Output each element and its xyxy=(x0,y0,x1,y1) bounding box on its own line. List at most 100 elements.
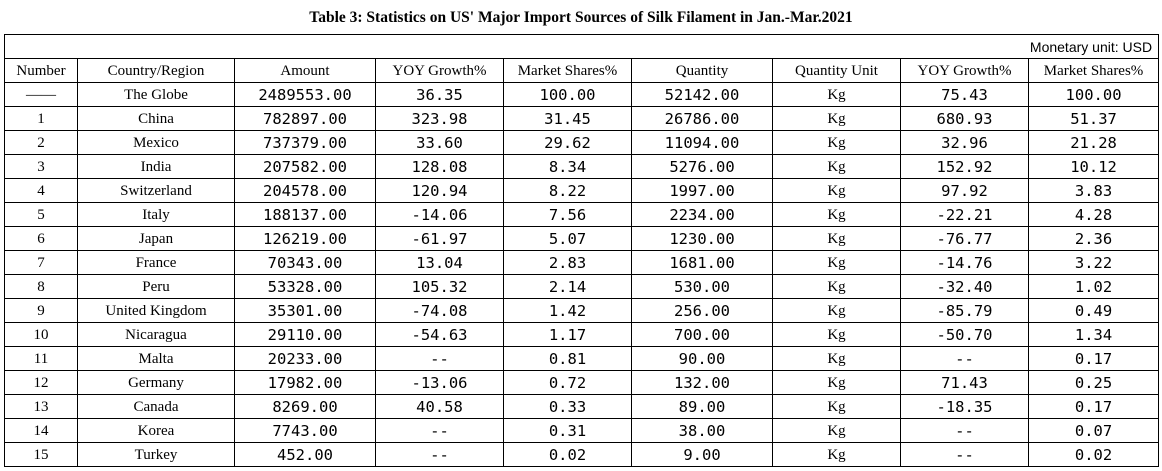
amount-yoy-cell: 40.58 xyxy=(375,394,504,419)
unit-cell: Kg xyxy=(772,106,901,131)
unit-cell: Kg xyxy=(772,346,901,371)
number-cell: 9 xyxy=(4,298,78,323)
amount-share-cell: 8.22 xyxy=(503,178,632,203)
quantity-cell: 530.00 xyxy=(631,274,773,299)
number-cell: 5 xyxy=(4,202,78,227)
amount-share-cell: 100.00 xyxy=(503,82,632,107)
quantity-share-cell: 0.17 xyxy=(1027,394,1160,419)
amount-share-cell: 1.42 xyxy=(503,298,632,323)
quantity-cell: 52142.00 xyxy=(631,82,773,107)
country-cell: Japan xyxy=(77,226,235,251)
amount-yoy-cell: 105.32 xyxy=(375,274,504,299)
quantity-share-cell: 2.36 xyxy=(1027,226,1160,251)
number-cell: 15 xyxy=(4,442,78,467)
amount-yoy-cell: -74.08 xyxy=(375,298,504,323)
table-row: 9 United Kingdom 35301.00 -74.08 1.42 256.00 K… xyxy=(4,298,1160,323)
quantity-yoy-cell: -22.21 xyxy=(900,202,1029,227)
number-cell: 12 xyxy=(4,370,78,395)
number-cell: 8 xyxy=(4,274,78,299)
amount-cell: 53328.00 xyxy=(234,274,376,299)
quantity-yoy-cell: -76.77 xyxy=(900,226,1029,251)
unit-cell: Kg xyxy=(772,202,901,227)
country-cell: Switzerland xyxy=(77,178,235,203)
number-cell: 6 xyxy=(4,226,78,251)
amount-share-cell: 7.56 xyxy=(503,202,632,227)
table-row: 7 France 70343.00 13.04 2.83 1681.00 Kg -14.76 3… xyxy=(4,250,1160,275)
amount-cell: 20233.00 xyxy=(234,346,376,371)
country-cell: Korea xyxy=(77,418,235,443)
quantity-yoy-cell: -14.76 xyxy=(900,250,1029,275)
quantity-cell: 9.00 xyxy=(631,442,773,467)
amount-cell: 126219.00 xyxy=(234,226,376,251)
quantity-yoy-cell: 680.93 xyxy=(900,106,1029,131)
amount-share-cell: 0.33 xyxy=(503,394,632,419)
table-row: 1 China 782897.00 323.98 31.45 26786.00 Kg 680.… xyxy=(4,106,1160,131)
quantity-share-cell: 0.17 xyxy=(1027,346,1160,371)
unit-cell: Kg xyxy=(772,178,901,203)
table-row: 10 Nicaragua 29110.00 -54.63 1.17 700.00 Kg -50… xyxy=(4,322,1160,347)
quantity-share-cell: 0.07 xyxy=(1027,418,1160,443)
amount-cell: 204578.00 xyxy=(234,178,376,203)
quantity-cell: 1997.00 xyxy=(631,178,773,203)
amount-yoy-cell: -- xyxy=(375,346,504,371)
quantity-cell: 700.00 xyxy=(631,322,773,347)
amount-yoy-cell: -- xyxy=(375,418,504,443)
number-cell: 4 xyxy=(4,178,78,203)
header-amount-market-shares: Market Shares% xyxy=(503,58,632,83)
amount-yoy-cell: -14.06 xyxy=(375,202,504,227)
table-row: 4 Switzerland 204578.00 120.94 8.22 1997.00 Kg… xyxy=(4,178,1160,203)
quantity-share-cell: 4.28 xyxy=(1027,202,1160,227)
table-row: 5 Italy 188137.00 -14.06 7.56 2234.00 Kg -22.21… xyxy=(4,202,1160,227)
table-row: 15 Turkey 452.00 -- 0.02 9.00 Kg -- 0.02 xyxy=(4,442,1160,467)
unit-cell: Kg xyxy=(772,154,901,179)
quantity-share-cell: 3.83 xyxy=(1027,178,1160,203)
amount-yoy-cell: -13.06 xyxy=(375,370,504,395)
country-cell: The Globe xyxy=(77,82,235,107)
amount-cell: 7743.00 xyxy=(234,418,376,443)
amount-share-cell: 0.31 xyxy=(503,418,632,443)
quantity-cell: 5276.00 xyxy=(631,154,773,179)
quantity-share-cell: 51.37 xyxy=(1027,106,1160,131)
amount-cell: 70343.00 xyxy=(234,250,376,275)
unit-cell: Kg xyxy=(772,274,901,299)
amount-share-cell: 2.14 xyxy=(503,274,632,299)
quantity-share-cell: 1.34 xyxy=(1027,322,1160,347)
amount-cell: 737379.00 xyxy=(234,130,376,155)
quantity-cell: 89.00 xyxy=(631,394,773,419)
number-cell: 2 xyxy=(4,130,78,155)
number-cell: 13 xyxy=(4,394,78,419)
amount-cell: 2489553.00 xyxy=(234,82,376,107)
amount-cell: 35301.00 xyxy=(234,298,376,323)
amount-share-cell: 1.17 xyxy=(503,322,632,347)
quantity-yoy-cell: -18.35 xyxy=(900,394,1029,419)
unit-cell: Kg xyxy=(772,298,901,323)
quantity-cell: 1681.00 xyxy=(631,250,773,275)
quantity-yoy-cell: 75.43 xyxy=(900,82,1029,107)
quantity-yoy-cell: -32.40 xyxy=(900,274,1029,299)
quantity-share-cell: 10.12 xyxy=(1027,154,1160,179)
unit-cell: Kg xyxy=(772,442,901,467)
table-row: 3 India 207582.00 128.08 8.34 5276.00 Kg 152.92… xyxy=(4,154,1160,179)
quantity-cell: 132.00 xyxy=(631,370,773,395)
import-statistics-table: Monetary unit: USD Number Country/Region… xyxy=(3,34,1160,467)
quantity-yoy-cell: -50.70 xyxy=(900,322,1029,347)
amount-yoy-cell: 13.04 xyxy=(375,250,504,275)
header-quantity-unit: Quantity Unit xyxy=(772,58,901,83)
header-quantity-market-shares: Market Shares% xyxy=(1027,58,1160,83)
unit-cell: Kg xyxy=(772,370,901,395)
amount-cell: 782897.00 xyxy=(234,106,376,131)
number-cell: 3 xyxy=(4,154,78,179)
amount-yoy-cell: 33.60 xyxy=(375,130,504,155)
quantity-yoy-cell: 97.92 xyxy=(900,178,1029,203)
amount-yoy-cell: -54.63 xyxy=(375,322,504,347)
header-number: Number xyxy=(4,58,78,83)
unit-cell: Kg xyxy=(772,394,901,419)
country-cell: Peru xyxy=(77,274,235,299)
unit-row: Monetary unit: USD xyxy=(3,34,1160,59)
amount-cell: 17982.00 xyxy=(234,370,376,395)
amount-yoy-cell: 323.98 xyxy=(375,106,504,131)
country-cell: Germany xyxy=(77,370,235,395)
quantity-share-cell: 3.22 xyxy=(1027,250,1160,275)
country-cell: United Kingdom xyxy=(77,298,235,323)
header-country-region: Country/Region xyxy=(77,58,235,83)
